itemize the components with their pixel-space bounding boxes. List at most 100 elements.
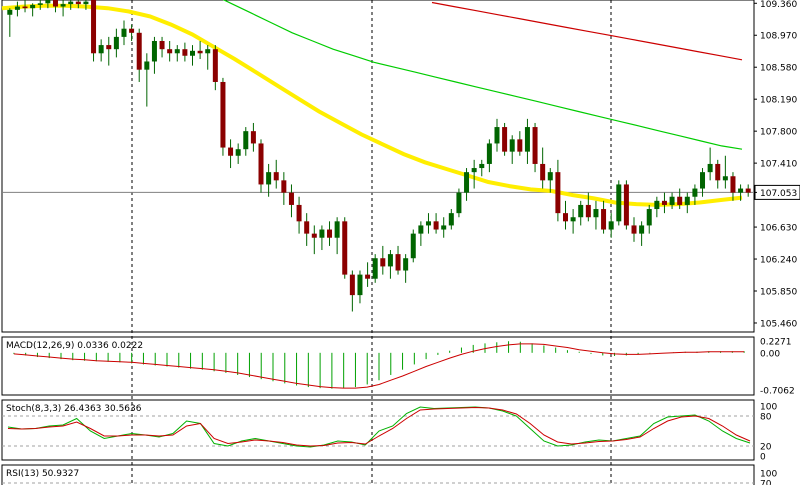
candle [738, 184, 744, 201]
candle-body [197, 50, 203, 54]
candle [83, 0, 89, 10]
candle-body [578, 204, 584, 218]
candle [129, 24, 135, 41]
candle-body [486, 143, 492, 164]
candle-body [730, 176, 736, 193]
candle-body [372, 258, 378, 279]
candle [7, 8, 13, 37]
candle-body [631, 225, 637, 234]
candle-body [106, 45, 112, 50]
candle [532, 122, 538, 173]
candle-body [167, 49, 173, 54]
candle-body [395, 254, 401, 271]
candle [190, 45, 195, 66]
candle-body [700, 172, 706, 189]
candle [623, 180, 629, 230]
candle-body [722, 176, 728, 181]
candle-body [532, 127, 538, 164]
candle-body [547, 172, 553, 181]
candle-body [608, 221, 614, 230]
candle-body [342, 221, 348, 275]
candle [387, 250, 393, 279]
price-tick-label: 106.630 [760, 224, 797, 234]
candle-body [403, 258, 409, 271]
candle [661, 192, 667, 214]
stoch-tick-label: 20 [760, 443, 772, 453]
candle-body [441, 225, 447, 230]
candle-body [365, 274, 371, 279]
candle-body [37, 3, 43, 5]
candle-body [502, 127, 508, 152]
candle-body [75, 1, 81, 5]
macd-panel: MACD(12,26,9) 0.0336 0.0222 0.2271 0.00 -0.… [1, 336, 795, 397]
candle [52, 0, 58, 13]
candle-body [661, 200, 667, 205]
candle-body [601, 209, 607, 230]
candle [403, 254, 409, 283]
candle [684, 192, 690, 214]
candle-body [30, 4, 36, 9]
candle-body [357, 274, 363, 296]
price-tick-label: 109.360 [760, 0, 797, 10]
candle-body [129, 28, 135, 33]
candle [433, 213, 439, 234]
candle-body [113, 36, 119, 50]
candle [30, 3, 36, 17]
candle-body [311, 233, 317, 238]
candle-body [235, 149, 241, 156]
candle [357, 270, 363, 304]
candle-body [433, 221, 439, 230]
candle [669, 192, 675, 210]
candle [692, 184, 698, 205]
candle [555, 159, 561, 222]
candle [205, 45, 211, 70]
candle-body [205, 49, 211, 54]
candle [136, 28, 142, 82]
candle-body [159, 40, 165, 50]
candle-body [174, 49, 180, 54]
candle [524, 118, 530, 164]
macd-signal-line [13, 343, 745, 389]
candle [563, 200, 568, 230]
price-tick-label: 108.190 [760, 96, 797, 106]
candle [304, 213, 310, 246]
candle-body [684, 196, 690, 205]
candle-body [456, 192, 462, 214]
candle-body [616, 184, 622, 222]
candle-body [524, 127, 530, 152]
candle [159, 36, 165, 58]
candle-body [380, 258, 386, 267]
candle [654, 196, 660, 218]
candle-body [7, 9, 13, 15]
candle [243, 127, 249, 156]
candle-body [14, 6, 20, 10]
candle [349, 270, 355, 312]
candle [228, 139, 234, 169]
price-tick-label: 106.240 [760, 256, 797, 266]
candle [342, 217, 348, 279]
stoch-tick-label: 100 [760, 403, 777, 413]
candle-body [45, 0, 51, 4]
candle [616, 180, 622, 226]
candle-body [220, 81, 226, 148]
candle [418, 221, 424, 246]
candle [60, 0, 66, 17]
candle-body [745, 188, 751, 193]
candle [311, 225, 317, 255]
candle-body [250, 131, 256, 144]
candle-body [212, 49, 218, 82]
candle-body [334, 221, 340, 238]
candle [601, 200, 607, 234]
stoch-tick-label: 0 [760, 453, 766, 463]
stoch-main-line [7, 406, 751, 448]
candle-body [563, 213, 568, 222]
stoch-panel-border [1, 399, 755, 461]
candle-body [98, 45, 104, 54]
candle-body [410, 233, 416, 259]
candle-body [319, 229, 325, 238]
candle [540, 147, 546, 189]
candle [144, 53, 150, 107]
candle-body [707, 163, 713, 173]
